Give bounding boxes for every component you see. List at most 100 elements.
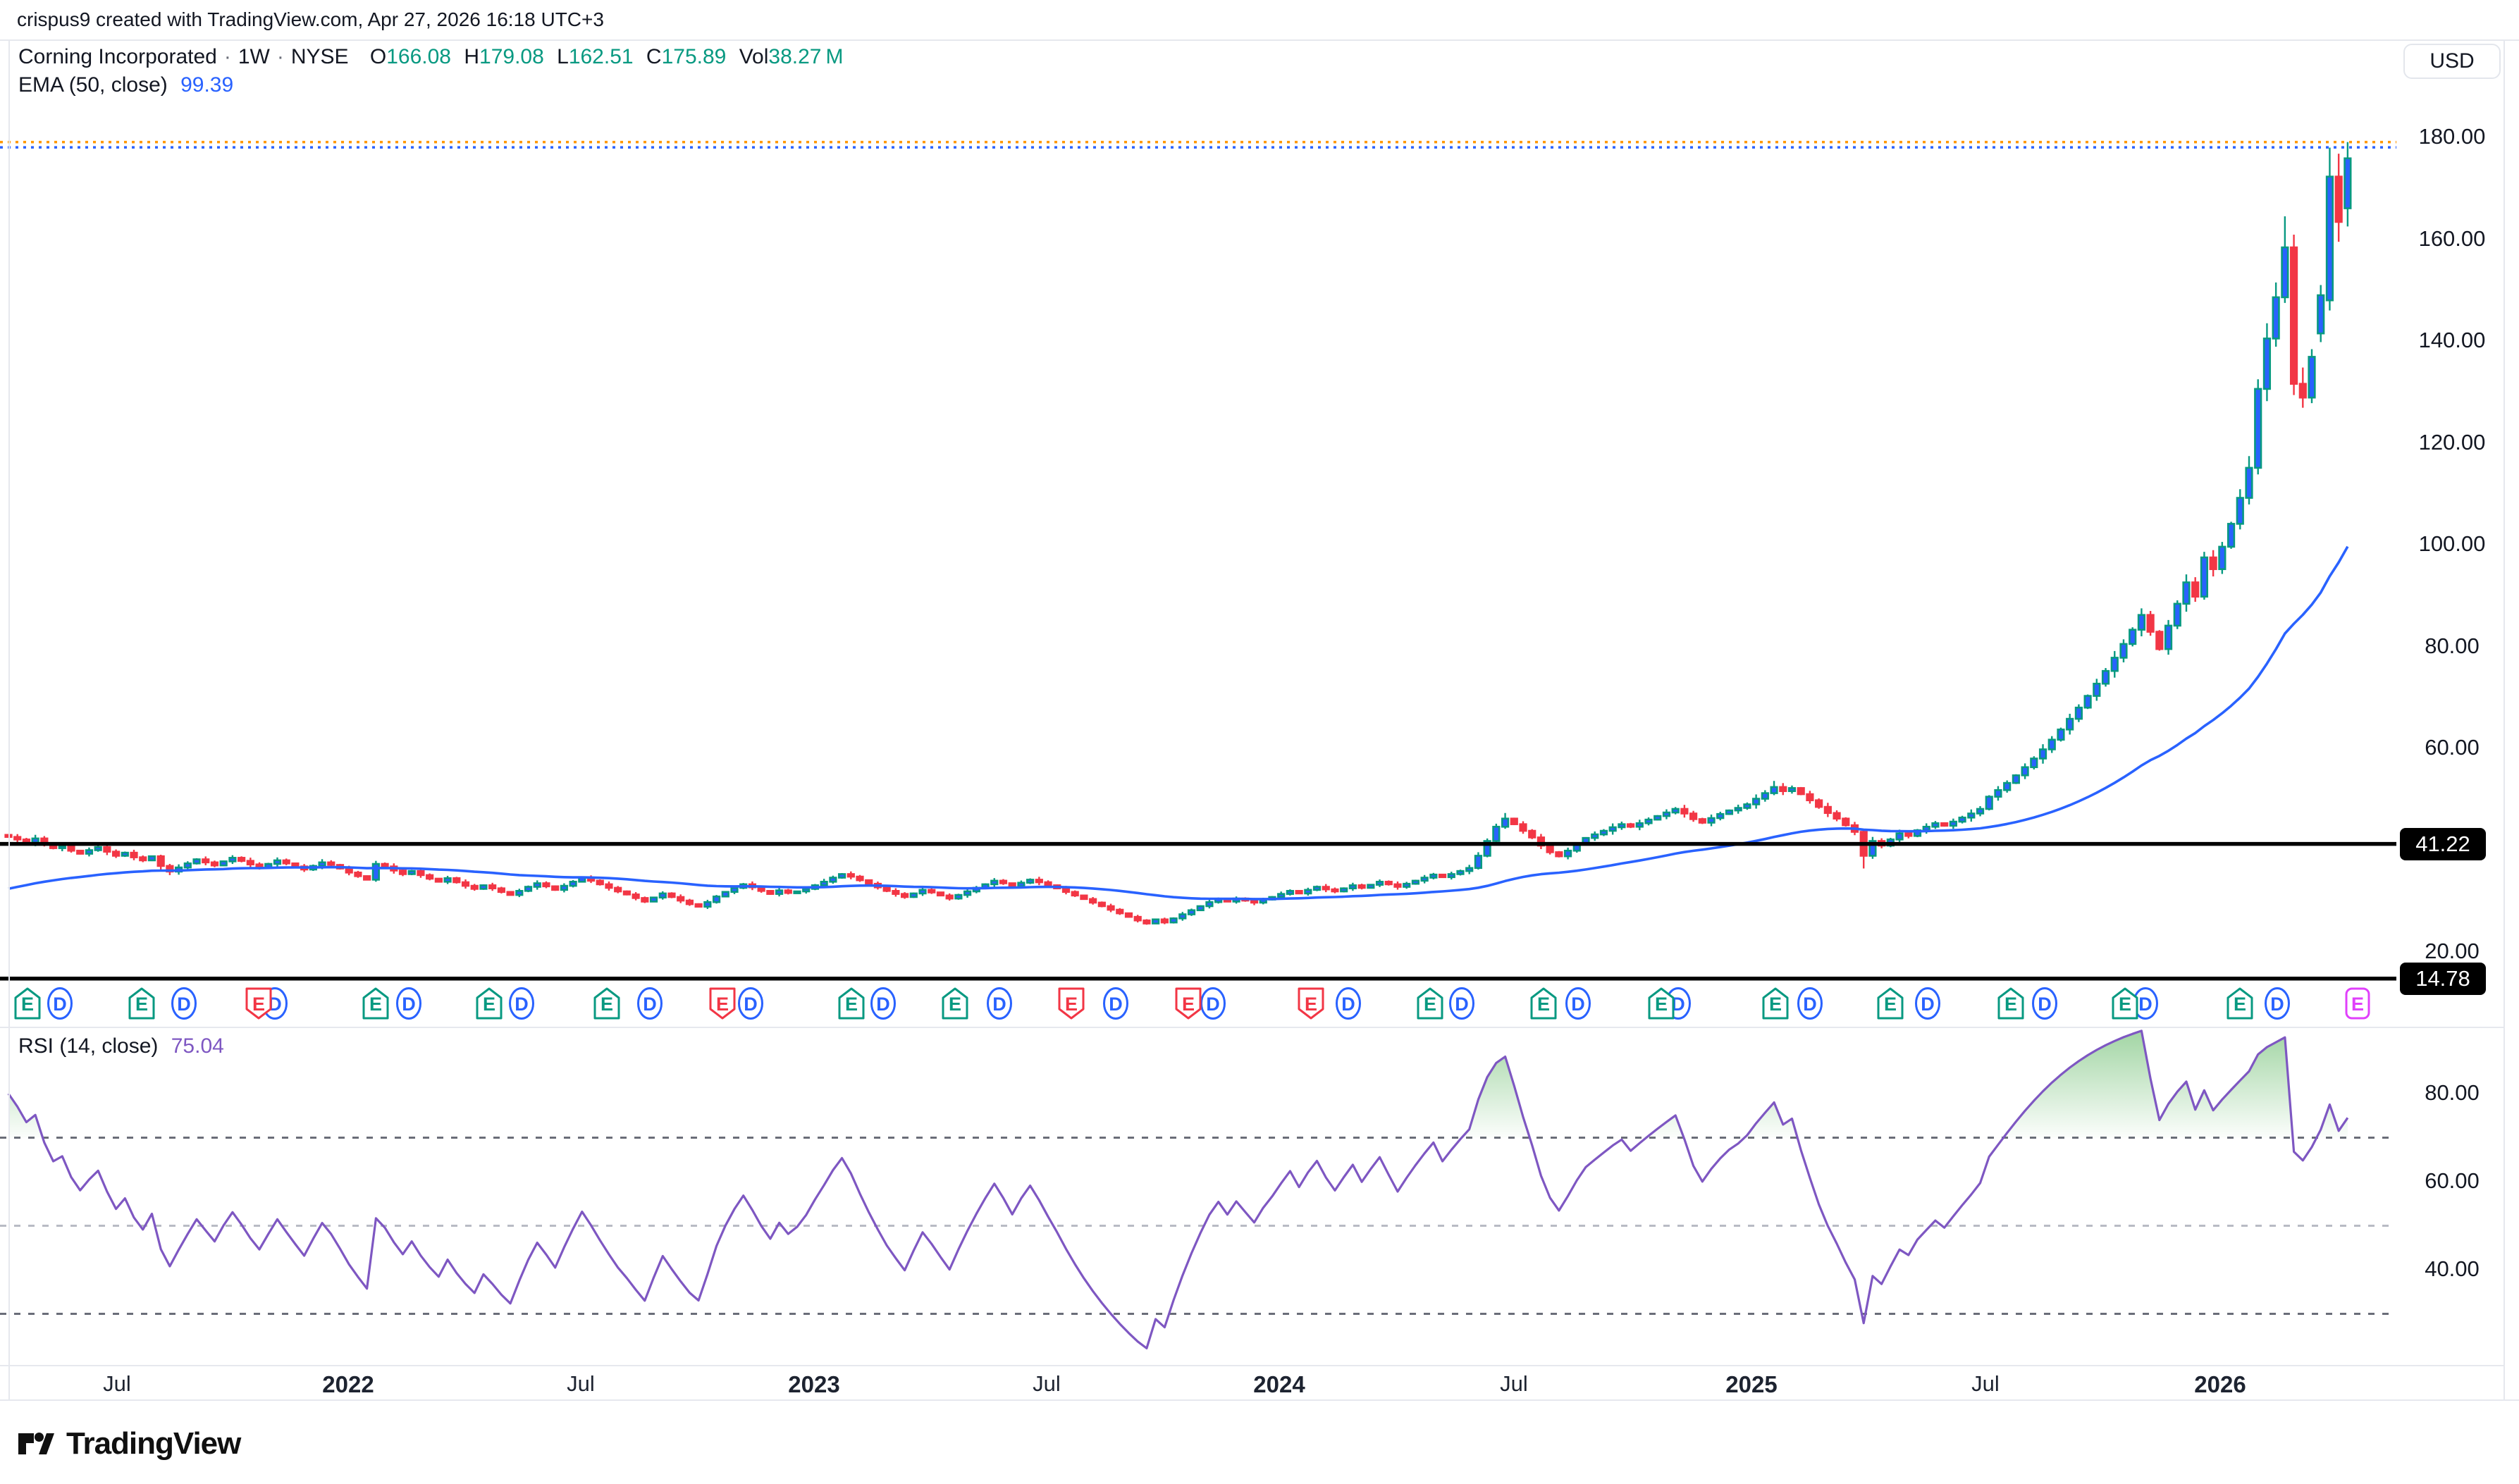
dividend-badge[interactable]: D	[738, 987, 763, 1020]
price-tick-label: 160.00	[2418, 225, 2486, 251]
svg-text:E: E	[2004, 994, 2017, 1015]
ohlc-high-value: 179.08	[479, 45, 544, 68]
dividend-badge[interactable]: D	[1565, 987, 1591, 1020]
interval-label[interactable]: 1W	[238, 45, 270, 68]
svg-text:D: D	[177, 994, 191, 1015]
ohlc-close-value: 175.89	[661, 45, 727, 68]
credit-text: crispus9 created with TradingView.com, A…	[17, 8, 604, 30]
rsi-legend[interactable]: RSI (14, close) 75.04	[18, 1034, 224, 1058]
dividend-badge[interactable]: D	[1449, 987, 1474, 1020]
dividend-badge[interactable]: D	[1797, 987, 1823, 1020]
svg-text:D: D	[643, 994, 657, 1015]
left-pane-border	[8, 40, 10, 1400]
rsi-tick-label: 40.00	[2425, 1256, 2480, 1281]
svg-text:D: D	[1341, 994, 1355, 1015]
earnings-badge-up[interactable]: E	[128, 987, 155, 1020]
earnings-badge-down[interactable]: E	[709, 987, 736, 1020]
earnings-badge-up[interactable]: E	[1877, 987, 1904, 1020]
symbol-title[interactable]: Corning Incorporated	[18, 45, 217, 68]
ohlc-open-value: 166.08	[386, 45, 451, 68]
price-tick-label: 100.00	[2418, 531, 2486, 556]
header-divider	[0, 39, 2519, 41]
dividend-badge[interactable]: D	[987, 987, 1012, 1020]
earnings-badge-up[interactable]: E	[1417, 987, 1443, 1020]
earnings-badge-up[interactable]: E	[1648, 987, 1675, 1020]
time-tick-label: Jul	[1500, 1371, 1528, 1396]
svg-text:E: E	[716, 994, 729, 1015]
dividend-badge[interactable]: D	[637, 987, 663, 1020]
time-tick-label: Jul	[1971, 1371, 2000, 1396]
earnings-badge-up[interactable]: E	[838, 987, 865, 1020]
earnings-badge-up[interactable]: E	[476, 987, 503, 1020]
earnings-badge-down[interactable]: E	[245, 987, 272, 1020]
rsi-value: 75.04	[171, 1034, 224, 1058]
time-tick-label: 2026	[2194, 1371, 2246, 1397]
price-tick-label: 120.00	[2418, 429, 2486, 455]
svg-text:E: E	[1769, 994, 1782, 1015]
svg-text:D: D	[1671, 994, 1685, 1015]
earnings-badge-up[interactable]: E	[593, 987, 620, 1020]
time-axis-divider	[0, 1399, 2519, 1401]
dividend-badge[interactable]: D	[396, 987, 421, 1020]
earnings-badge-up[interactable]: E	[1530, 987, 1557, 1020]
svg-text:E: E	[135, 994, 148, 1015]
earnings-badge-down[interactable]: E	[1175, 987, 1202, 1020]
dividend-badge[interactable]: D	[1103, 987, 1128, 1020]
svg-text:D: D	[1571, 994, 1585, 1015]
exchange-label: NYSE	[290, 45, 349, 68]
dividend-badge[interactable]: D	[47, 987, 73, 1020]
rsi-tick-label: 60.00	[2425, 1168, 2480, 1193]
dividend-badge[interactable]: D	[2265, 987, 2290, 1020]
pane-divider[interactable]	[0, 1027, 2503, 1028]
svg-text:E: E	[2234, 994, 2246, 1015]
dividend-badge[interactable]: D	[509, 987, 534, 1020]
time-tick-label: 2024	[1253, 1371, 1305, 1397]
svg-text:E: E	[601, 994, 613, 1015]
volume-value: 38.27 M	[768, 45, 844, 68]
rsi-overbought-fill	[8, 1030, 2348, 1138]
tradingview-logo[interactable]: TradingView	[16, 1423, 241, 1464]
svg-text:D: D	[1803, 994, 1817, 1015]
price-line-label[interactable]: 14.78	[2400, 962, 2486, 995]
svg-text:D: D	[1109, 994, 1123, 1015]
dividend-badge[interactable]: D	[2032, 987, 2057, 1020]
earnings-badge-up[interactable]: E	[2112, 987, 2138, 1020]
ema-value: 99.39	[180, 73, 234, 97]
svg-text:E: E	[1182, 994, 1195, 1015]
earnings-badge-up[interactable]: E	[1997, 987, 2024, 1020]
earnings-badge-up[interactable]: E	[1762, 987, 1789, 1020]
time-tick-label: Jul	[1033, 1371, 1061, 1396]
svg-text:E: E	[1655, 994, 1668, 1015]
earnings-badge-upcoming[interactable]: E	[2345, 987, 2370, 1020]
svg-text:E: E	[1424, 994, 1436, 1015]
rsi-label[interactable]: RSI (14, close)	[18, 1034, 159, 1058]
svg-text:D: D	[876, 994, 890, 1015]
currency-button[interactable]: USD	[2403, 44, 2501, 79]
dividend-badge[interactable]: D	[171, 987, 197, 1020]
time-tick-label: Jul	[103, 1371, 131, 1396]
tradingview-logo-icon	[18, 1433, 54, 1454]
svg-text:E: E	[252, 994, 265, 1015]
ema-legend[interactable]: EMA (50, close) 99.39	[18, 73, 233, 97]
dividend-badge[interactable]: D	[1200, 987, 1226, 1020]
ema-line	[8, 545, 2349, 901]
earnings-badge-down[interactable]: E	[1298, 987, 1324, 1020]
svg-text:D: D	[53, 994, 67, 1015]
dividend-badge[interactable]: D	[870, 987, 896, 1020]
price-tick-label: 80.00	[2425, 633, 2480, 658]
price-line-label[interactable]: 41.22	[2400, 827, 2486, 860]
svg-text:D: D	[1921, 994, 1935, 1015]
earnings-badge-up[interactable]: E	[942, 987, 968, 1020]
earnings-badge-up[interactable]: E	[2227, 987, 2253, 1020]
svg-text:D: D	[744, 994, 758, 1015]
earnings-badge-down[interactable]: E	[1058, 987, 1085, 1020]
ohlc-low-label: L	[557, 45, 569, 68]
earnings-badge-up[interactable]: E	[14, 987, 41, 1020]
dividend-badge[interactable]: D	[1915, 987, 1940, 1020]
ema-label[interactable]: EMA (50, close)	[18, 73, 168, 97]
dividend-badge[interactable]: D	[1336, 987, 1361, 1020]
price-tick-label: 140.00	[2418, 328, 2486, 352]
earnings-badge-up[interactable]: E	[362, 987, 389, 1020]
symbol-legend[interactable]: Corning Incorporated · 1W · NYSE O166.08 H17…	[18, 45, 844, 68]
